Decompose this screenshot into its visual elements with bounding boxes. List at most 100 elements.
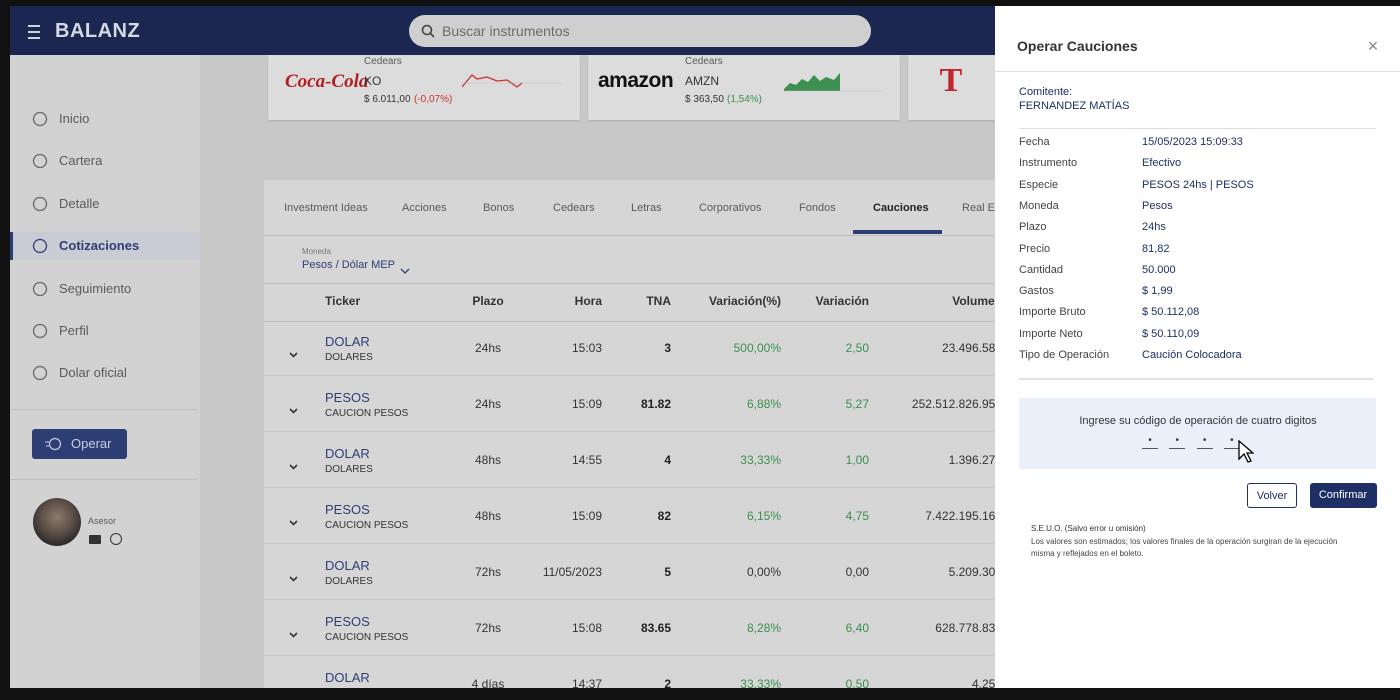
detail-value: $ 1,99 <box>1142 285 1173 298</box>
ticker-name[interactable]: DOLAR <box>325 334 370 349</box>
cell-plazo: 4 días <box>471 677 505 688</box>
menu-item[interactable]: Inicio <box>59 111 90 126</box>
row-divider <box>264 431 995 432</box>
cell-plazo: 48hs <box>474 509 502 523</box>
operar-label: Operar <box>71 436 112 451</box>
row-expand-chevron <box>289 569 298 582</box>
cell-tna: 2 <box>664 677 671 688</box>
cell-plazo: 48hs <box>474 453 502 467</box>
cell-tna: 3 <box>664 341 671 355</box>
search-icon-svg <box>421 24 435 38</box>
cell-volumen: 4.251 <box>971 677 995 688</box>
sparkline-svg <box>461 74 562 88</box>
tab[interactable]: Bonos <box>483 202 515 214</box>
ticker-name[interactable]: DOLAR <box>325 670 370 685</box>
menu-icon-svg <box>32 281 48 297</box>
confirm-button[interactable]: Confirmar <box>1310 483 1377 508</box>
menu-icon-svg <box>32 365 48 381</box>
back-button[interactable]: Volver <box>1247 483 1297 508</box>
cell-volumen: 23.496.589 <box>941 341 995 355</box>
code-digit[interactable]: • <box>1148 435 1152 446</box>
search-icon <box>421 24 435 38</box>
back-label: Volver <box>1256 490 1288 502</box>
tab[interactable]: Corporativos <box>699 202 762 214</box>
menu-item[interactable]: Perfil <box>59 323 89 338</box>
menu-item[interactable]: Cotizaciones <box>59 238 140 253</box>
row-divider <box>264 655 995 656</box>
detail-label: Importe Bruto <box>1019 306 1086 319</box>
tab[interactable]: Cedears <box>553 202 595 214</box>
cell-var-pct: 6,88% <box>746 397 781 411</box>
ticker-name[interactable]: PESOS <box>325 614 370 629</box>
menu-icon <box>32 196 48 212</box>
code-digit[interactable]: • <box>1175 435 1180 446</box>
ticker-card[interactable]: Coca-Cola Cedears KO $ 6.011,00 (-0,07%) <box>268 55 580 120</box>
menu-item[interactable]: Dolar oficial <box>59 365 127 380</box>
tab[interactable]: Real Es <box>962 202 995 214</box>
cell-var-pct: 0,00% <box>746 565 781 579</box>
sparkline <box>784 67 884 97</box>
logo: BALANZ <box>55 20 141 42</box>
row-expand-chevron-svg <box>289 576 298 582</box>
row-divider <box>264 487 995 488</box>
tab[interactable]: Fondos <box>799 202 836 214</box>
ticker-price: $ 6.011,00 <box>364 94 411 105</box>
menu-item[interactable]: Seguimiento <box>59 281 132 296</box>
ticker-name[interactable]: DOLAR <box>325 558 370 573</box>
detail-label: Tipo de Operación <box>1019 349 1110 361</box>
column-header: Hora <box>574 294 602 308</box>
search-placeholder: Buscar instrumentos <box>442 23 570 39</box>
menu-icon-bar[interactable] <box>28 31 40 33</box>
tab[interactable]: Letras <box>631 202 662 214</box>
code-digit[interactable]: • <box>1230 435 1234 446</box>
code-digit-underline <box>1169 448 1186 449</box>
ticker-name[interactable]: DOLAR <box>325 446 370 461</box>
code-digit-underline <box>1196 448 1213 449</box>
advisor-avatar <box>33 498 81 546</box>
ticker-logo: amazon <box>598 69 674 92</box>
ticker-card[interactable]: amazon Cedears AMZN $ 363,50 (1,54%) <box>588 55 900 120</box>
top-bar: BALANZ Buscar instrumentos <box>10 6 995 55</box>
active-item-bar <box>10 232 13 260</box>
cell-hora: 14:37 <box>571 677 602 688</box>
cell-var: 1,00 <box>845 453 869 467</box>
detail-value: Efectivo <box>1142 157 1182 170</box>
close-button[interactable]: × <box>1367 36 1379 56</box>
cell-volumen: 5.209.303 <box>948 565 995 579</box>
operar-button[interactable]: Operar <box>32 429 127 459</box>
divider <box>995 71 1400 72</box>
cell-volumen: 7.422.195.160 <box>925 509 995 523</box>
mouse-cursor-svg <box>1238 439 1255 463</box>
detail-value: Caución Colocadora <box>1142 349 1242 361</box>
code-digit[interactable]: • <box>1202 435 1207 446</box>
filter-value[interactable]: Pesos / Dólar MEP <box>302 259 395 271</box>
sidebar: Inicio Cartera Detalle Cotizaciones Seguimie… <box>10 55 200 688</box>
ticker-card[interactable]: T <box>908 55 995 120</box>
ticker-detail: CAUCION PESOS <box>325 408 409 419</box>
cell-tna: 5 <box>664 565 671 579</box>
ticker-name[interactable]: PESOS <box>325 502 370 517</box>
search-box[interactable]: Buscar instrumentos <box>409 15 871 47</box>
tab[interactable]: Acciones <box>402 202 447 214</box>
app-dimmed: BALANZ Buscar instrumentos Inicio Cartera De… <box>10 6 995 688</box>
row-expand-chevron <box>289 625 298 638</box>
menu-item[interactable]: Detalle <box>59 196 100 211</box>
tabs-divider <box>264 235 995 236</box>
cell-var-pct: 33,33% <box>740 453 781 467</box>
tab[interactable]: Cauciones <box>873 202 929 214</box>
menu-icon-bar[interactable] <box>28 37 40 39</box>
row-expand-chevron-svg <box>289 352 298 358</box>
filter-chevron-svg <box>400 268 410 274</box>
menu-icon-svg <box>32 238 48 254</box>
cell-plazo: 24hs <box>474 341 502 355</box>
row-expand-chevron <box>289 457 298 470</box>
column-header: Volumen <box>952 294 995 308</box>
menu-icon <box>32 323 48 339</box>
ticker-symbol: AMZN <box>685 74 719 88</box>
ticker-name[interactable]: PESOS <box>325 390 370 405</box>
menu-icon-bar[interactable] <box>28 25 40 27</box>
menu-item[interactable]: Cartera <box>59 153 103 168</box>
tab[interactable]: Investment Ideas <box>284 202 368 214</box>
cell-tna: 82 <box>657 509 671 523</box>
